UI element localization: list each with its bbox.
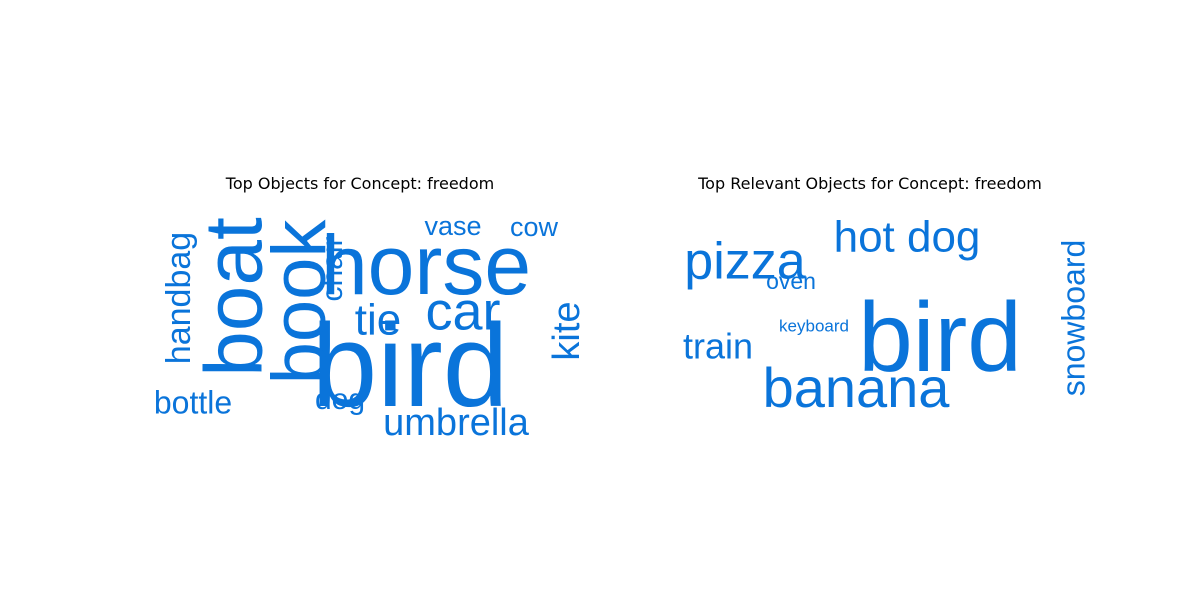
word-boat: boat xyxy=(189,217,280,377)
word-handbag: handbag xyxy=(160,232,198,364)
word-book: book xyxy=(257,219,342,385)
chart-title: Top Objects for Concept: freedom xyxy=(225,174,495,193)
word-umbrella: umbrella xyxy=(383,402,530,444)
word-banana: banana xyxy=(763,356,951,419)
wordcloud-panel-objects: Top Objects for Concept: freedom bird hor… xyxy=(140,170,588,444)
wordcloud-panel-relevant-objects: Top Relevant Objects for Concept: freedo… xyxy=(670,170,1091,430)
word-oven: oven xyxy=(766,268,816,294)
word-car: car xyxy=(425,281,500,341)
word-horse: horse xyxy=(321,218,531,312)
word-hot-dog: hot dog xyxy=(834,213,981,262)
word-pizza: pizza xyxy=(684,233,805,291)
word-cow: cow xyxy=(510,212,559,242)
word-keyboard: keyboard xyxy=(779,316,849,335)
word-train: train xyxy=(683,326,753,367)
word-bird: bird xyxy=(312,300,509,432)
word-chair: chair xyxy=(316,236,349,301)
word-dog: dog xyxy=(315,383,365,416)
word-vase: vase xyxy=(424,211,481,241)
chart-title: Top Relevant Objects for Concept: freedo… xyxy=(698,174,1042,193)
word-tie: tie xyxy=(355,296,401,345)
word-bird: bird xyxy=(858,282,1021,392)
word-kite: kite xyxy=(546,301,588,360)
word-snowboard: snowboard xyxy=(1055,240,1091,397)
word-bottle: bottle xyxy=(154,384,232,420)
